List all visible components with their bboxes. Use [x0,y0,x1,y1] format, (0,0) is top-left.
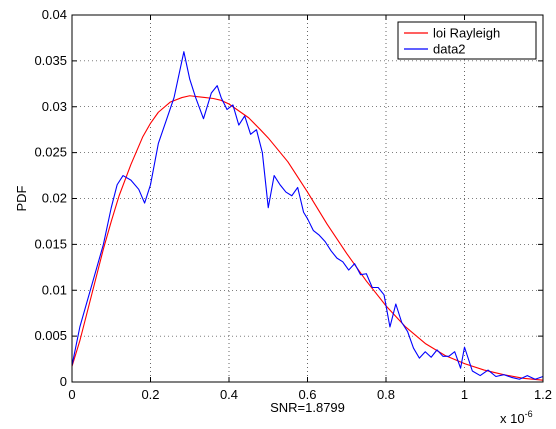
x-tick-label: 0.2 [141,387,159,402]
x-tick-label: 0.8 [377,387,395,402]
y-tick-label: 0.03 [42,99,67,114]
grid-layer [72,15,543,382]
legend-box [397,21,537,60]
series-line-data2 [71,51,544,380]
y-axis-label: PDF [14,185,29,211]
x-axis-label: SNR=1.8799 [270,400,345,415]
series-layer [71,51,544,381]
tick-layer: 0 0.2 0.4 0.6 0.8 1 1.2 0 0.005 0.01 0.015 0.02 0.02… [34,7,552,402]
y-tick-label: 0.015 [34,236,67,251]
legend-label-data2: data2 [433,42,466,57]
x-tick-label: 1 [461,387,468,402]
y-tick-label: 0.035 [34,53,67,68]
y-tick-label: 0.02 [42,191,67,206]
y-tick-label: 0.01 [42,282,67,297]
legend: loi Rayleigh data2 [397,21,537,60]
x-axis-exponent-power: -6 [525,409,533,419]
y-tick-label: 0.005 [34,328,67,343]
x-tick-label: 0.6 [298,387,316,402]
series-line-loi-rayleigh [71,95,544,381]
y-tick-label: 0.025 [34,145,67,160]
y-tick-label: 0 [60,374,67,389]
x-tick-label: 1.2 [534,387,552,402]
legend-label-loi-rayleigh: loi Rayleigh [433,26,500,41]
y-tick-label: 0.04 [42,7,67,22]
x-axis-exponent: x 10-6 [500,409,533,426]
x-tick-label: 0.4 [220,387,238,402]
x-tick-label: 0 [68,387,75,402]
x-axis-exponent-base: x 10 [500,411,525,426]
